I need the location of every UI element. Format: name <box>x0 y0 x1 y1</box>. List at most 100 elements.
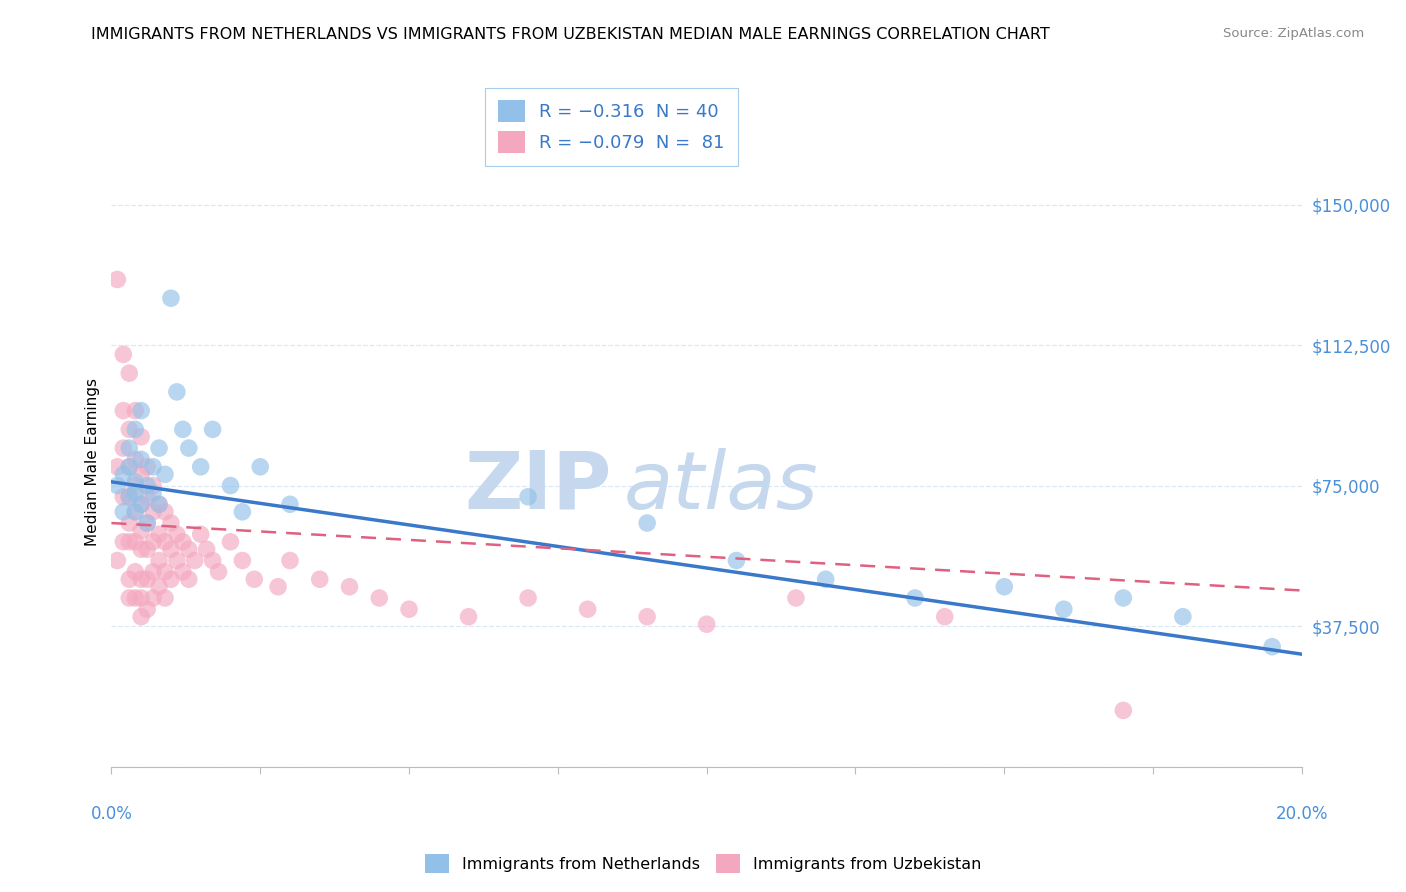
Point <box>934 609 956 624</box>
Point <box>696 617 718 632</box>
Point <box>124 475 146 489</box>
Point <box>118 490 141 504</box>
Point <box>105 459 128 474</box>
Point <box>177 441 200 455</box>
Point <box>118 490 141 504</box>
Point <box>124 403 146 417</box>
Point <box>190 459 212 474</box>
Point <box>142 534 165 549</box>
Point <box>1261 640 1284 654</box>
Point <box>136 459 159 474</box>
Point <box>195 542 218 557</box>
Point <box>148 527 170 541</box>
Point <box>142 591 165 605</box>
Point <box>136 572 159 586</box>
Text: 0.0%: 0.0% <box>90 805 132 823</box>
Point <box>136 602 159 616</box>
Point <box>636 609 658 624</box>
Point <box>129 452 152 467</box>
Point <box>112 505 135 519</box>
Point <box>124 565 146 579</box>
Point <box>112 534 135 549</box>
Point <box>1171 609 1194 624</box>
Point <box>136 542 159 557</box>
Point <box>118 572 141 586</box>
Point <box>118 441 141 455</box>
Legend: Immigrants from Netherlands, Immigrants from Uzbekistan: Immigrants from Netherlands, Immigrants … <box>419 847 987 880</box>
Point <box>904 591 927 605</box>
Point <box>177 542 200 557</box>
Point <box>201 553 224 567</box>
Point <box>118 459 141 474</box>
Point <box>153 467 176 482</box>
Point <box>105 272 128 286</box>
Point <box>785 591 807 605</box>
Point <box>129 497 152 511</box>
Point <box>118 459 141 474</box>
Point <box>142 459 165 474</box>
Point <box>112 490 135 504</box>
Point <box>1112 591 1135 605</box>
Point <box>124 478 146 492</box>
Point <box>184 553 207 567</box>
Point <box>124 505 146 519</box>
Point <box>142 478 165 492</box>
Point <box>118 516 141 530</box>
Point <box>129 572 152 586</box>
Point <box>576 602 599 616</box>
Point <box>142 565 165 579</box>
Text: 20.0%: 20.0% <box>1275 805 1329 823</box>
Point <box>124 591 146 605</box>
Point <box>249 459 271 474</box>
Point <box>136 490 159 504</box>
Point <box>118 534 141 549</box>
Point <box>278 553 301 567</box>
Point <box>814 572 837 586</box>
Point <box>993 580 1015 594</box>
Point <box>118 366 141 380</box>
Text: atlas: atlas <box>623 448 818 525</box>
Point <box>136 516 159 530</box>
Point <box>129 430 152 444</box>
Point <box>112 403 135 417</box>
Point <box>105 478 128 492</box>
Point <box>172 534 194 549</box>
Point <box>160 542 183 557</box>
Point <box>166 384 188 399</box>
Point <box>142 486 165 500</box>
Point <box>219 534 242 549</box>
Point <box>177 572 200 586</box>
Point <box>129 609 152 624</box>
Point <box>636 516 658 530</box>
Point <box>136 478 159 492</box>
Text: ZIP: ZIP <box>464 448 612 525</box>
Point <box>112 441 135 455</box>
Point <box>1053 602 1076 616</box>
Point <box>105 553 128 567</box>
Point <box>368 591 391 605</box>
Point <box>517 490 540 504</box>
Point <box>160 516 183 530</box>
Point <box>1112 703 1135 717</box>
Point <box>153 505 176 519</box>
Point <box>129 497 152 511</box>
Point <box>517 591 540 605</box>
Point <box>129 403 152 417</box>
Text: Source: ZipAtlas.com: Source: ZipAtlas.com <box>1223 27 1364 40</box>
Point <box>166 527 188 541</box>
Point <box>136 516 159 530</box>
Point <box>201 422 224 436</box>
Point <box>118 422 141 436</box>
Point <box>166 553 188 567</box>
Point <box>160 572 183 586</box>
Point <box>148 553 170 567</box>
Point <box>148 580 170 594</box>
Point <box>243 572 266 586</box>
Point <box>231 505 253 519</box>
Point <box>153 565 176 579</box>
Point <box>190 527 212 541</box>
Point <box>231 553 253 567</box>
Point <box>142 505 165 519</box>
Point <box>308 572 330 586</box>
Point <box>124 422 146 436</box>
